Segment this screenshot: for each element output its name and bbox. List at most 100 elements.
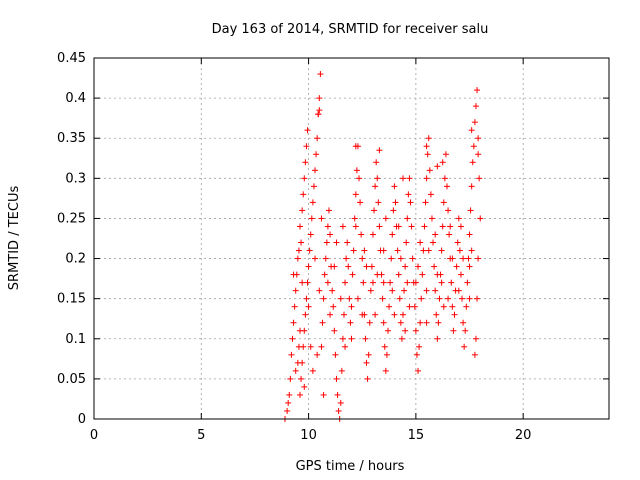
data-point bbox=[449, 303, 456, 310]
data-point bbox=[421, 223, 428, 230]
data-point bbox=[381, 343, 388, 350]
data-point bbox=[446, 231, 453, 238]
data-point bbox=[475, 255, 482, 262]
data-point bbox=[401, 287, 408, 294]
x-tick-label: 5 bbox=[197, 428, 205, 443]
data-point bbox=[461, 343, 468, 350]
data-point bbox=[289, 335, 296, 342]
data-point bbox=[320, 295, 327, 302]
data-point bbox=[297, 327, 303, 334]
data-point bbox=[303, 143, 310, 150]
data-point bbox=[299, 279, 306, 286]
data-point bbox=[445, 207, 452, 214]
data-point bbox=[303, 295, 310, 302]
data-point bbox=[477, 215, 484, 222]
data-point bbox=[332, 351, 339, 358]
x-axis-label: GPS time / hours bbox=[296, 459, 405, 474]
data-point bbox=[418, 295, 425, 302]
data-point bbox=[305, 263, 312, 270]
data-point bbox=[291, 303, 298, 310]
data-point bbox=[455, 215, 462, 222]
data-point bbox=[307, 231, 314, 238]
data-point bbox=[331, 327, 338, 334]
data-point bbox=[380, 319, 387, 326]
data-point bbox=[361, 247, 368, 254]
data-point bbox=[382, 215, 389, 222]
y-tick-label: 0.3 bbox=[65, 171, 86, 186]
data-point bbox=[468, 183, 475, 190]
data-point bbox=[367, 287, 374, 294]
data-point bbox=[292, 287, 299, 294]
data-point bbox=[290, 271, 297, 278]
data-point bbox=[362, 335, 369, 342]
data-point bbox=[352, 223, 359, 230]
data-point bbox=[412, 327, 419, 334]
data-point bbox=[325, 207, 332, 214]
data-point bbox=[363, 263, 370, 270]
data-point bbox=[466, 263, 473, 270]
data-point bbox=[405, 191, 412, 198]
data-point bbox=[348, 335, 355, 342]
data-point bbox=[324, 279, 331, 286]
data-point bbox=[423, 143, 430, 150]
data-point bbox=[365, 351, 372, 358]
data-point bbox=[439, 159, 446, 166]
y-axis-label: SRMTID / TECUs bbox=[7, 186, 22, 291]
data-point bbox=[415, 367, 422, 374]
x-tick-label: 15 bbox=[408, 428, 425, 443]
data-point bbox=[390, 207, 397, 214]
data-point bbox=[468, 247, 475, 254]
data-point bbox=[448, 279, 455, 286]
data-point bbox=[300, 191, 307, 198]
data-point bbox=[402, 263, 409, 270]
data-point bbox=[359, 255, 366, 262]
data-point bbox=[403, 239, 410, 246]
data-point bbox=[297, 391, 303, 398]
data-point bbox=[374, 175, 381, 182]
data-point bbox=[476, 175, 483, 182]
data-point bbox=[376, 147, 383, 154]
data-point bbox=[442, 151, 449, 158]
data-point bbox=[375, 199, 382, 206]
data-point bbox=[417, 239, 424, 246]
data-point bbox=[306, 247, 313, 254]
data-point bbox=[475, 135, 482, 142]
data-point bbox=[457, 271, 464, 278]
data-point bbox=[304, 279, 311, 286]
data-point bbox=[395, 271, 402, 278]
data-point bbox=[312, 255, 319, 262]
data-point bbox=[333, 375, 340, 382]
y-tick-label: 0.05 bbox=[57, 372, 86, 387]
data-point bbox=[411, 303, 418, 310]
data-point bbox=[449, 255, 456, 262]
data-point bbox=[368, 263, 375, 270]
data-point bbox=[472, 335, 479, 342]
data-point bbox=[422, 199, 429, 206]
x-tick-label: 20 bbox=[515, 428, 532, 443]
data-point bbox=[299, 207, 306, 214]
data-point bbox=[295, 247, 302, 254]
data-point bbox=[294, 359, 301, 366]
data-point bbox=[359, 311, 366, 318]
data-point bbox=[463, 303, 470, 310]
data-point bbox=[343, 255, 350, 262]
data-point bbox=[425, 247, 432, 254]
data-point bbox=[316, 95, 323, 102]
data-point bbox=[430, 239, 437, 246]
data-point bbox=[434, 163, 441, 170]
data-point bbox=[395, 223, 402, 230]
data-point bbox=[400, 311, 406, 318]
data-point bbox=[450, 327, 457, 334]
data-point bbox=[331, 263, 338, 270]
data-point bbox=[434, 271, 441, 278]
data-point bbox=[406, 303, 413, 310]
data-point bbox=[313, 151, 320, 158]
data-point bbox=[391, 311, 398, 318]
data-point bbox=[305, 303, 312, 310]
data-points bbox=[281, 71, 484, 422]
data-point bbox=[329, 287, 336, 294]
data-point bbox=[350, 247, 357, 254]
data-point bbox=[302, 159, 309, 166]
data-point bbox=[391, 183, 398, 190]
